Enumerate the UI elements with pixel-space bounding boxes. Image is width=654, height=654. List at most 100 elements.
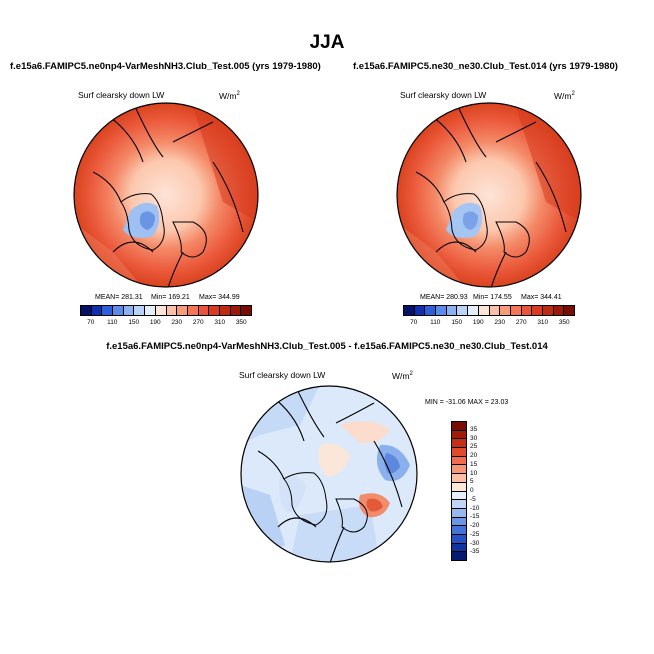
left-colorbar-swatch	[134, 306, 146, 315]
left-colorbar-swatch	[198, 306, 210, 315]
diff-minmax-stat: MIN = -31.06 MAX = 23.03	[425, 399, 509, 406]
diff-colorbar-tick-label: -25	[470, 530, 480, 538]
diff-colorbar-swatch	[452, 456, 466, 466]
left-mean-stat: MEAN= 281.31	[95, 294, 143, 301]
right-colorbar-swatch	[404, 306, 415, 315]
diff-variable-label: Surf clearsky down LW	[239, 370, 326, 380]
left-colorbar-tick-label: 270	[192, 319, 204, 326]
diff-colorbar-tick-label: -30	[470, 539, 480, 547]
right-colorbar	[403, 305, 575, 316]
right-greenland-outline	[443, 193, 488, 251]
diff-cool-region-s	[290, 505, 380, 562]
diff-warm-region-center	[318, 443, 350, 477]
left-colorbar-swatch	[123, 306, 135, 315]
right-colorbar-swatch	[564, 306, 574, 315]
diff-colorbar-swatch	[452, 517, 466, 527]
left-coastlines	[92, 103, 244, 287]
left-colorbar-swatch	[102, 306, 114, 315]
diff-colorbar-swatch	[452, 482, 466, 492]
diff-colorbar-tick-label: 35	[470, 425, 478, 433]
right-europe-outline	[495, 221, 530, 258]
diff-colorbar-tick-label: 10	[470, 469, 478, 477]
left-colorbar	[80, 305, 252, 316]
diff-colorbar-tick-label: -20	[470, 522, 480, 529]
left-colorbar-tick-label: 310	[214, 319, 226, 326]
diff-colorbar-swatch	[452, 422, 466, 431]
right-colorbar-swatch	[553, 306, 565, 315]
diff-warm-spot-se-core	[366, 498, 383, 512]
right-case-title: f.e15a6.FAMIPC5.ne30_ne30.Club_Test.014 …	[353, 61, 618, 72]
left-case-title: f.e15a6.FAMIPC5.ne0np4-VarMeshNH3.Club_T…	[10, 61, 321, 72]
right-max-stat: Max= 344.41	[521, 294, 562, 301]
diff-colorbar-tick-label: 25	[470, 443, 478, 451]
right-colorbar-swatch	[510, 306, 522, 315]
right-colorbar-tick-label: 270	[515, 319, 527, 326]
left-colorbar-tick-label: 230	[171, 319, 183, 326]
right-colorbar-swatch	[542, 306, 554, 315]
left-colorbar-tick-label: 110	[107, 319, 118, 326]
left-colorbar-tick-label: 350	[235, 319, 247, 326]
diff-colorbar-swatch	[452, 526, 466, 535]
left-map-border	[73, 102, 259, 288]
diff-colorbar-tick-label: 5	[470, 478, 474, 486]
left-colorbar-tick-label: 190	[149, 319, 161, 326]
right-colorbar-swatch	[521, 306, 533, 315]
diff-colorbar-swatch	[452, 552, 466, 560]
left-colorbar-tick-label: 150	[128, 319, 140, 326]
right-colorbar-swatch	[414, 306, 426, 315]
right-colorbar-swatch	[468, 306, 479, 315]
right-map-border	[396, 102, 582, 288]
left-greenland-outline	[120, 193, 165, 251]
diff-colorbar	[451, 421, 467, 561]
right-colorbar-tick-label: 70	[410, 319, 418, 326]
diff-colorbar-tick-label: -35	[470, 548, 480, 556]
diff-colorbar-swatch	[452, 430, 466, 440]
left-colorbar-swatch	[209, 306, 220, 315]
diff-colorbar-tick-label: -15	[470, 513, 480, 521]
right-colorbar-swatch	[532, 306, 543, 315]
diff-colorbar-tick-label: 0	[470, 487, 474, 494]
diff-colorbar-swatch	[452, 534, 466, 544]
right-colorbar-tick-label: 350	[558, 319, 570, 326]
right-units-label: W/m2	[554, 91, 575, 101]
diff-colorbar-tick-label: 20	[470, 452, 478, 459]
left-colorbar-ticks: 70 110 150 190 230 270 310 350	[80, 319, 252, 329]
diff-colorbar-swatch	[452, 465, 466, 475]
left-colorbar-tick-label: 70	[87, 319, 95, 326]
right-colorbar-swatch	[436, 306, 447, 315]
left-units-label: W/m2	[219, 91, 240, 101]
diff-colorbar-swatch	[452, 500, 466, 509]
left-colorbar-swatch	[177, 306, 188, 315]
right-colorbar-swatch	[478, 306, 490, 315]
right-polar-map	[396, 102, 582, 288]
right-colorbar-swatch	[489, 306, 501, 315]
diff-colorbar-tick-label: 15	[470, 460, 478, 468]
diff-units-label: W/m2	[392, 371, 413, 381]
diff-europe-outline	[335, 498, 368, 533]
diff-coastlines	[257, 386, 403, 562]
right-mean-stat: MEAN= 280.93	[420, 294, 468, 301]
diff-greenland-outline	[283, 472, 328, 526]
left-colorbar-swatch	[166, 306, 178, 315]
left-min-stat: Min= 169.21	[151, 294, 190, 301]
diff-colorbar-tick-label: -10	[470, 504, 480, 512]
left-greenland-core	[139, 211, 155, 230]
diff-map-border	[240, 385, 418, 563]
right-colorbar-swatch	[457, 306, 469, 315]
diff-colorbar-swatch	[452, 474, 466, 483]
right-variable-label: Surf clearsky down LW	[400, 90, 487, 100]
diff-warm-region-n	[340, 421, 390, 444]
right-colorbar-tick-label: 110	[430, 319, 441, 326]
right-min-stat: Min= 174.55	[473, 294, 512, 301]
diff-colorbar-swatch	[452, 448, 466, 457]
diff-colorbar-tick-label: 30	[470, 434, 478, 442]
right-colorbar-tick-label: 150	[451, 319, 463, 326]
left-europe-outline	[172, 221, 207, 258]
left-colorbar-swatch	[230, 306, 242, 315]
right-colorbar-tick-label: 310	[537, 319, 549, 326]
right-greenland-core	[462, 211, 478, 230]
right-colorbar-swatch	[500, 306, 511, 315]
diff-colorbar-swatch	[452, 508, 466, 518]
left-colorbar-swatch	[155, 306, 167, 315]
right-colorbar-swatch	[446, 306, 458, 315]
